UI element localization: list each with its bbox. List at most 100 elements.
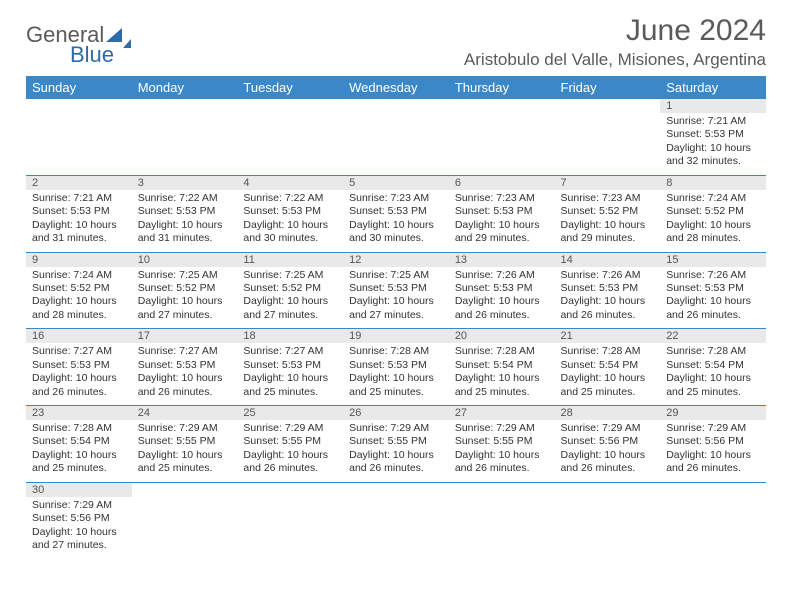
header: General Blue June 2024 Aristobulo del Va… bbox=[26, 14, 766, 70]
day-number: 2 bbox=[26, 175, 132, 190]
day-number-row: 1 bbox=[26, 99, 766, 113]
day-number bbox=[237, 482, 343, 497]
day-number: 5 bbox=[343, 175, 449, 190]
daylight-line: Daylight: 10 hours and 28 minutes. bbox=[666, 219, 760, 246]
day-content-row: Sunrise: 7:28 AMSunset: 5:54 PMDaylight:… bbox=[26, 420, 766, 482]
sunset-line: Sunset: 5:53 PM bbox=[666, 128, 760, 141]
day-number: 11 bbox=[237, 252, 343, 267]
sunrise-line: Sunrise: 7:28 AM bbox=[561, 345, 655, 358]
daylight-line: Daylight: 10 hours and 25 minutes. bbox=[455, 372, 549, 399]
sunset-line: Sunset: 5:52 PM bbox=[32, 282, 126, 295]
sunrise-line: Sunrise: 7:29 AM bbox=[666, 422, 760, 435]
daylight-line: Daylight: 10 hours and 26 minutes. bbox=[32, 372, 126, 399]
daylight-line: Daylight: 10 hours and 25 minutes. bbox=[666, 372, 760, 399]
day-cell bbox=[660, 497, 766, 559]
sunrise-line: Sunrise: 7:27 AM bbox=[243, 345, 337, 358]
day-number bbox=[660, 482, 766, 497]
sunrise-line: Sunrise: 7:24 AM bbox=[666, 192, 760, 205]
day-number: 16 bbox=[26, 329, 132, 344]
daylight-line: Daylight: 10 hours and 25 minutes. bbox=[32, 449, 126, 476]
day-number: 4 bbox=[237, 175, 343, 190]
day-cell: Sunrise: 7:25 AMSunset: 5:52 PMDaylight:… bbox=[237, 267, 343, 329]
daylight-line: Daylight: 10 hours and 31 minutes. bbox=[138, 219, 232, 246]
daylight-line: Daylight: 10 hours and 26 minutes. bbox=[666, 295, 760, 322]
day-cell bbox=[237, 113, 343, 175]
sunrise-line: Sunrise: 7:28 AM bbox=[349, 345, 443, 358]
sunrise-line: Sunrise: 7:29 AM bbox=[561, 422, 655, 435]
day-cell bbox=[555, 497, 661, 559]
day-content-row: Sunrise: 7:24 AMSunset: 5:52 PMDaylight:… bbox=[26, 267, 766, 329]
day-number: 9 bbox=[26, 252, 132, 267]
day-cell: Sunrise: 7:27 AMSunset: 5:53 PMDaylight:… bbox=[132, 343, 238, 405]
day-content-row: Sunrise: 7:29 AMSunset: 5:56 PMDaylight:… bbox=[26, 497, 766, 559]
sunrise-line: Sunrise: 7:28 AM bbox=[455, 345, 549, 358]
day-number bbox=[449, 99, 555, 113]
sunrise-line: Sunrise: 7:21 AM bbox=[32, 192, 126, 205]
sunrise-line: Sunrise: 7:29 AM bbox=[138, 422, 232, 435]
daylight-line: Daylight: 10 hours and 27 minutes. bbox=[243, 295, 337, 322]
day-cell: Sunrise: 7:23 AMSunset: 5:52 PMDaylight:… bbox=[555, 190, 661, 252]
weekday-header: Saturday bbox=[660, 76, 766, 99]
day-number: 6 bbox=[449, 175, 555, 190]
sunset-line: Sunset: 5:54 PM bbox=[32, 435, 126, 448]
sunset-line: Sunset: 5:53 PM bbox=[138, 359, 232, 372]
sunrise-line: Sunrise: 7:29 AM bbox=[455, 422, 549, 435]
day-cell: Sunrise: 7:24 AMSunset: 5:52 PMDaylight:… bbox=[660, 190, 766, 252]
day-number bbox=[237, 99, 343, 113]
weekday-header: Sunday bbox=[26, 76, 132, 99]
sunrise-line: Sunrise: 7:25 AM bbox=[138, 269, 232, 282]
day-cell: Sunrise: 7:26 AMSunset: 5:53 PMDaylight:… bbox=[555, 267, 661, 329]
day-number: 15 bbox=[660, 252, 766, 267]
day-cell: Sunrise: 7:29 AMSunset: 5:55 PMDaylight:… bbox=[237, 420, 343, 482]
day-number: 28 bbox=[555, 406, 661, 421]
day-number-row: 23242526272829 bbox=[26, 406, 766, 421]
daylight-line: Daylight: 10 hours and 26 minutes. bbox=[561, 449, 655, 476]
sunrise-line: Sunrise: 7:28 AM bbox=[666, 345, 760, 358]
daylight-line: Daylight: 10 hours and 25 minutes. bbox=[243, 372, 337, 399]
day-cell: Sunrise: 7:23 AMSunset: 5:53 PMDaylight:… bbox=[449, 190, 555, 252]
day-cell: Sunrise: 7:21 AMSunset: 5:53 PMDaylight:… bbox=[660, 113, 766, 175]
location: Aristobulo del Valle, Misiones, Argentin… bbox=[464, 50, 766, 70]
day-cell: Sunrise: 7:28 AMSunset: 5:53 PMDaylight:… bbox=[343, 343, 449, 405]
day-number: 17 bbox=[132, 329, 238, 344]
day-cell: Sunrise: 7:22 AMSunset: 5:53 PMDaylight:… bbox=[237, 190, 343, 252]
sunset-line: Sunset: 5:53 PM bbox=[243, 359, 337, 372]
day-cell: Sunrise: 7:29 AMSunset: 5:55 PMDaylight:… bbox=[343, 420, 449, 482]
daylight-line: Daylight: 10 hours and 30 minutes. bbox=[349, 219, 443, 246]
sunset-line: Sunset: 5:55 PM bbox=[138, 435, 232, 448]
day-number: 18 bbox=[237, 329, 343, 344]
day-number: 19 bbox=[343, 329, 449, 344]
logo-word-2: Blue bbox=[70, 42, 131, 68]
day-number bbox=[555, 99, 661, 113]
sunset-line: Sunset: 5:54 PM bbox=[561, 359, 655, 372]
day-cell: Sunrise: 7:28 AMSunset: 5:54 PMDaylight:… bbox=[660, 343, 766, 405]
daylight-line: Daylight: 10 hours and 25 minutes. bbox=[138, 449, 232, 476]
daylight-line: Daylight: 10 hours and 26 minutes. bbox=[561, 295, 655, 322]
daylight-line: Daylight: 10 hours and 26 minutes. bbox=[243, 449, 337, 476]
day-cell bbox=[343, 497, 449, 559]
day-cell: Sunrise: 7:27 AMSunset: 5:53 PMDaylight:… bbox=[26, 343, 132, 405]
sunset-line: Sunset: 5:53 PM bbox=[666, 282, 760, 295]
sunrise-line: Sunrise: 7:29 AM bbox=[32, 499, 126, 512]
daylight-line: Daylight: 10 hours and 26 minutes. bbox=[455, 449, 549, 476]
day-number: 20 bbox=[449, 329, 555, 344]
sunset-line: Sunset: 5:52 PM bbox=[243, 282, 337, 295]
daylight-line: Daylight: 10 hours and 25 minutes. bbox=[561, 372, 655, 399]
sail-icon bbox=[106, 28, 122, 42]
day-cell: Sunrise: 7:21 AMSunset: 5:53 PMDaylight:… bbox=[26, 190, 132, 252]
day-cell: Sunrise: 7:25 AMSunset: 5:53 PMDaylight:… bbox=[343, 267, 449, 329]
sunrise-line: Sunrise: 7:27 AM bbox=[138, 345, 232, 358]
day-number: 7 bbox=[555, 175, 661, 190]
daylight-line: Daylight: 10 hours and 26 minutes. bbox=[138, 372, 232, 399]
daylight-line: Daylight: 10 hours and 27 minutes. bbox=[349, 295, 443, 322]
sunrise-line: Sunrise: 7:22 AM bbox=[243, 192, 337, 205]
sunrise-line: Sunrise: 7:25 AM bbox=[349, 269, 443, 282]
day-cell: Sunrise: 7:25 AMSunset: 5:52 PMDaylight:… bbox=[132, 267, 238, 329]
daylight-line: Daylight: 10 hours and 32 minutes. bbox=[666, 142, 760, 169]
sunset-line: Sunset: 5:53 PM bbox=[349, 359, 443, 372]
day-cell: Sunrise: 7:29 AMSunset: 5:55 PMDaylight:… bbox=[449, 420, 555, 482]
day-cell bbox=[555, 113, 661, 175]
day-number-row: 2345678 bbox=[26, 175, 766, 190]
day-content-row: Sunrise: 7:21 AMSunset: 5:53 PMDaylight:… bbox=[26, 113, 766, 175]
sunset-line: Sunset: 5:52 PM bbox=[138, 282, 232, 295]
